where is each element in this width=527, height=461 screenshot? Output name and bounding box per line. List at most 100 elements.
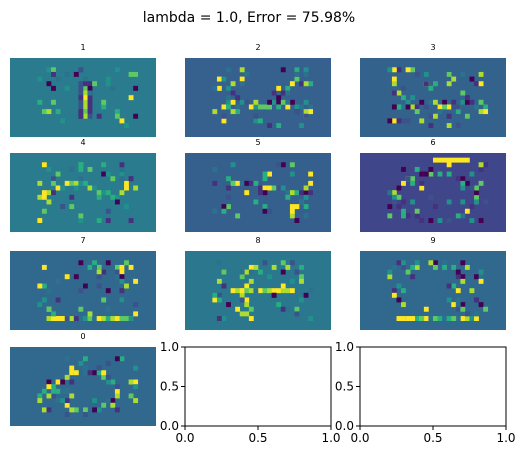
- heatmap-cell: [446, 218, 452, 224]
- heatmap-cell: [37, 302, 43, 308]
- heatmap-cell: [105, 208, 111, 214]
- heatmap-cell: [105, 260, 111, 266]
- heatmap-cell: [226, 85, 231, 91]
- heatmap-cell: [276, 104, 282, 110]
- heatmap-cell: [391, 194, 397, 200]
- heatmap-cell: [387, 204, 393, 210]
- heatmap-cell: [428, 316, 434, 322]
- heatmap-cell: [442, 264, 447, 270]
- heatmap-cell: [460, 260, 466, 266]
- heatmap-cell: [410, 104, 416, 110]
- heatmap-cell: [216, 278, 222, 284]
- heatmap-cell: [41, 297, 47, 303]
- y-tick-label: 0.0: [335, 419, 354, 433]
- heatmap-cell: [226, 67, 231, 73]
- heatmap-cell: [433, 264, 438, 270]
- heatmap-cell: [303, 81, 309, 87]
- heatmap-cell: [37, 398, 43, 404]
- heatmap-cell: [96, 316, 102, 322]
- heatmap-cell: [294, 104, 300, 110]
- heatmap-cell: [69, 379, 75, 385]
- heatmap-cell: [78, 81, 84, 87]
- heatmap-cell: [262, 104, 268, 110]
- heatmap-cell: [239, 311, 245, 317]
- heatmap-cell: [460, 180, 466, 186]
- heatmap-cell: [446, 297, 452, 303]
- heatmap-cell: [464, 316, 470, 322]
- heatmap-cell: [248, 306, 254, 312]
- heatmap-cell: [78, 104, 84, 110]
- heatmap-cell: [303, 190, 309, 196]
- heatmap-cell: [92, 185, 97, 191]
- heatmap-cell: [96, 113, 102, 119]
- heatmap-cell: [87, 113, 93, 119]
- heatmap-cell: [101, 269, 107, 275]
- heatmap-cell: [258, 118, 263, 124]
- heatmap-cell: [226, 176, 231, 182]
- heatmap-cell: [446, 171, 452, 177]
- heatmap-cell: [41, 264, 47, 270]
- heatmap-cell: [78, 166, 84, 172]
- heatmap-cell: [294, 269, 300, 275]
- heatmap-cell: [83, 412, 88, 418]
- heatmap-cell: [478, 162, 484, 168]
- heatmap-cell: [401, 316, 406, 322]
- heatmap-cell: [460, 278, 466, 284]
- heatmap-cell: [73, 180, 79, 186]
- heatmap-cell: [387, 213, 393, 219]
- heatmap-cell: [258, 185, 263, 191]
- heatmap-cell: [391, 288, 397, 294]
- heatmap-cell: [64, 71, 70, 77]
- heatmap-cell: [289, 190, 295, 196]
- heatmap-cell: [446, 157, 452, 163]
- heatmap-cell: [235, 213, 241, 219]
- heatmap-cell: [119, 288, 125, 294]
- heatmap-cell: [46, 306, 52, 312]
- heatmap-cell: [401, 213, 406, 219]
- heatmap-cell: [460, 157, 466, 163]
- heatmap-cell: [101, 297, 107, 303]
- heatmap-cell: [235, 306, 241, 312]
- heatmap-cell: [253, 118, 259, 124]
- heatmap-cell: [133, 71, 139, 77]
- heatmap-cell: [451, 283, 457, 289]
- heatmap-cell: [41, 109, 47, 115]
- heatmap-cell: [83, 316, 88, 322]
- x-tick-label: 0.5: [423, 431, 442, 445]
- heatmap-cell: [262, 171, 268, 177]
- heatmap-cell: [469, 76, 475, 82]
- heatmap-cell: [114, 407, 120, 413]
- heatmap-cell: [226, 194, 231, 200]
- heatmap-cell: [308, 288, 314, 294]
- heatmap-cell: [303, 185, 309, 191]
- heatmap-cell: [414, 109, 420, 115]
- heatmap-cell: [455, 316, 461, 322]
- heatmap-cell: [414, 104, 420, 110]
- heatmap-cell: [60, 204, 66, 210]
- heatmap-cell: [133, 113, 139, 119]
- heatmap-cell: [289, 278, 295, 284]
- heatmap-cell: [455, 104, 461, 110]
- heatmap-cell: [221, 208, 227, 214]
- heatmap-cell: [414, 208, 420, 214]
- heatmap-cell: [248, 288, 254, 294]
- heatmap-cell: [391, 199, 397, 205]
- heatmap-cell: [267, 274, 272, 280]
- heatmap-cell: [474, 194, 479, 200]
- panel-title: 5: [255, 138, 260, 147]
- heatmap-cell: [226, 99, 231, 105]
- heatmap-cell: [87, 104, 93, 110]
- heatmap-cell: [428, 113, 434, 119]
- heatmap-cell: [299, 274, 304, 280]
- heatmap-cell: [221, 113, 227, 119]
- heatmap-cell: [474, 274, 479, 280]
- heatmap-cell: [216, 85, 222, 91]
- heatmap-cell: [51, 388, 56, 394]
- heatmap-cell: [410, 316, 416, 322]
- heatmap-cell: [280, 185, 286, 191]
- heatmap-cell: [78, 218, 84, 224]
- heatmap-cell: [101, 99, 107, 105]
- heatmap-cell: [419, 316, 425, 322]
- heatmap-cell: [414, 264, 420, 270]
- heatmap-cell: [51, 190, 56, 196]
